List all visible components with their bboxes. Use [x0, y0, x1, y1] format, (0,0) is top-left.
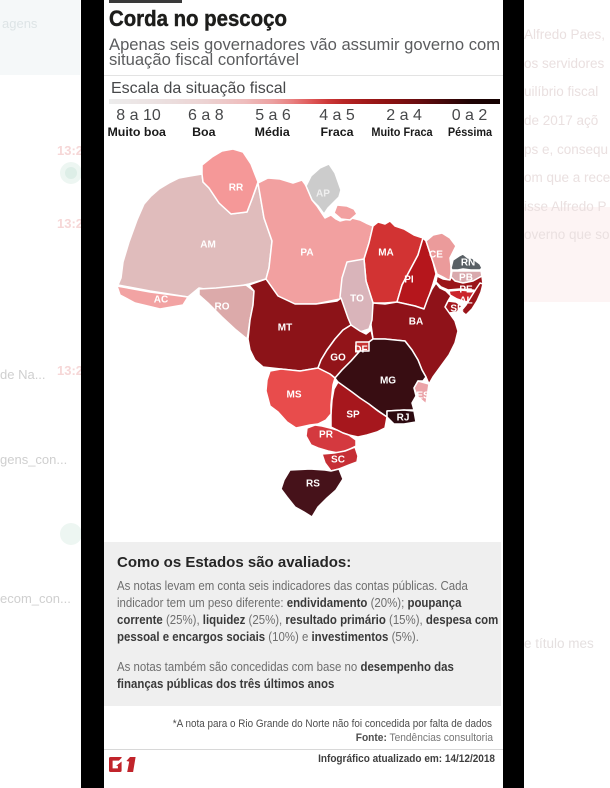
- svg-text:AL: AL: [459, 296, 472, 307]
- svg-text:MT: MT: [278, 323, 292, 334]
- svg-text:MS: MS: [287, 390, 302, 401]
- svg-text:DF: DF: [354, 345, 367, 356]
- svg-text:PB: PB: [459, 273, 473, 284]
- svg-text:PI: PI: [404, 275, 414, 286]
- svg-text:SE: SE: [450, 304, 464, 315]
- svg-text:AC: AC: [154, 295, 168, 306]
- svg-text:RO: RO: [215, 302, 230, 313]
- svg-text:AM: AM: [200, 240, 216, 251]
- svg-text:SP: SP: [346, 410, 360, 421]
- svg-text:BA: BA: [409, 317, 423, 328]
- svg-text:MA: MA: [378, 248, 394, 259]
- svg-text:MG: MG: [380, 376, 396, 387]
- svg-text:CE: CE: [429, 250, 443, 261]
- svg-text:GO: GO: [330, 353, 346, 364]
- svg-text:SC: SC: [331, 455, 345, 466]
- svg-text:RN*: RN*: [461, 258, 479, 269]
- svg-text:PA: PA: [300, 248, 313, 259]
- svg-text:AP: AP: [316, 189, 330, 200]
- svg-text:TO: TO: [350, 294, 364, 305]
- svg-text:ES: ES: [416, 391, 430, 402]
- svg-text:PR: PR: [319, 430, 334, 441]
- svg-text:RJ: RJ: [397, 413, 410, 424]
- svg-text:RR: RR: [229, 183, 244, 194]
- svg-text:PE: PE: [459, 285, 473, 296]
- svg-text:RS: RS: [306, 479, 320, 490]
